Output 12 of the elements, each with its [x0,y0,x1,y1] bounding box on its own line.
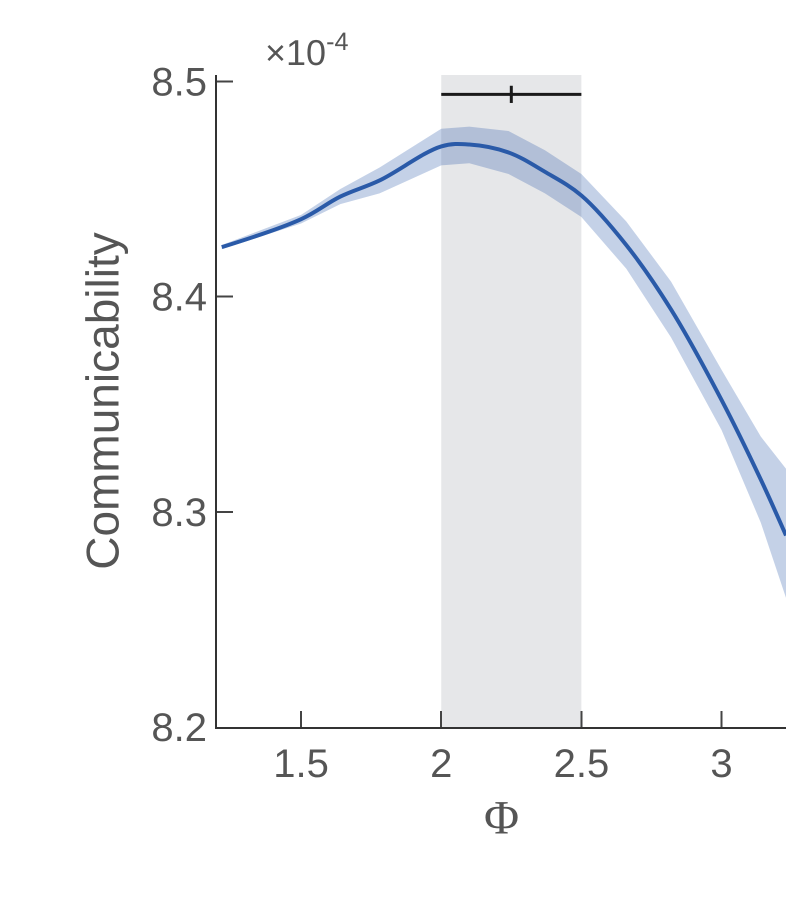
y-tick-label: 8.3 [151,490,207,535]
text: ×10$^{-4}$ [265,28,348,74]
y-axis-title: Communicability [76,232,128,570]
x-axis-title: Φ [484,792,520,845]
x-tick-label: 2.5 [554,742,610,786]
y-tick-label: 8.2 [151,706,207,750]
x-tick-label: 1.5 [273,742,329,786]
line-series [220,142,786,538]
y-tick-label: 8.5 [151,60,207,104]
y-tick-label: 8.4 [151,276,207,320]
x-tick-label: 3 [710,742,733,786]
x-tick-label: 2 [430,742,452,786]
